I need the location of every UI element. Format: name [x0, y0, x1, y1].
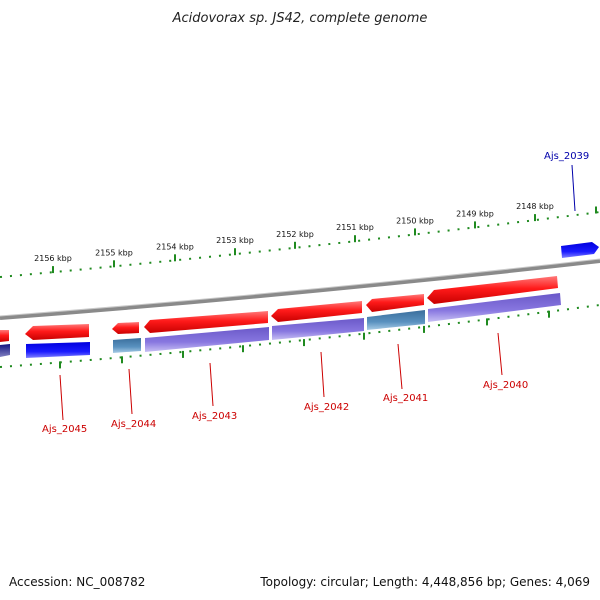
- leader-ajs-2040: [497, 332, 503, 376]
- map-title: Acidovorax sp. JS42, complete genome: [172, 11, 428, 26]
- scale-tick-label: 2153 kbp: [216, 236, 254, 245]
- gene-label-ajs-2041[interactable]: Ajs_2041: [383, 393, 428, 404]
- cds-features: [0, 293, 561, 358]
- leader-ajs-2041: [397, 343, 403, 390]
- scale-tick-label: 2150 kbp: [396, 216, 434, 225]
- cds-ajs-2045[interactable]: [26, 342, 90, 358]
- gene-label-ajs-2042[interactable]: Ajs_2042: [304, 402, 349, 413]
- scale-tick-label: 2156 kbp: [34, 254, 72, 263]
- scale-tick-label: 2155 kbp: [95, 248, 133, 257]
- leader-ajs-2042: [320, 351, 325, 398]
- leader-ajs-2044: [128, 368, 133, 415]
- forward-genes: [0, 276, 558, 342]
- gene-label-ajs-2044[interactable]: Ajs_2044: [111, 419, 156, 430]
- upper-scale-line: [0, 211, 600, 278]
- gene-labels: Ajs_2039 Ajs_2040 Ajs_2041 Ajs_2042 Ajs_…: [42, 151, 589, 435]
- scale-tick-label: 2151 kbp: [336, 223, 374, 232]
- gene-arrow-ajs-2042[interactable]: [271, 301, 362, 322]
- leader-ajs-2045: [59, 374, 64, 421]
- lower-scale: [0, 304, 600, 369]
- gene-label-ajs-2045[interactable]: Ajs_2045: [42, 424, 87, 435]
- scale-tick-label: 2152 kbp: [276, 230, 314, 239]
- gene-arrow-ajs-2044[interactable]: [112, 322, 139, 334]
- scale-tick-label: 2149 kbp: [456, 209, 494, 218]
- gene-arrow-ajs-2040[interactable]: [427, 276, 558, 304]
- cds-ajs-2041[interactable]: [367, 310, 425, 330]
- gene-ajs-2039[interactable]: [561, 242, 599, 258]
- leader-ajs-2039: [571, 164, 576, 212]
- gene-arrow-ajs-2041[interactable]: [366, 294, 424, 312]
- cds-ajs-2042[interactable]: [272, 318, 364, 340]
- cds-ajs-2040[interactable]: [428, 293, 561, 322]
- gene-label-ajs-2039[interactable]: Ajs_2039: [544, 151, 589, 162]
- gene-arrow-ajs-2039[interactable]: [561, 242, 599, 258]
- gene-label-ajs-2040[interactable]: Ajs_2040: [483, 380, 528, 391]
- cds-partial-left[interactable]: [0, 344, 10, 357]
- gene-arrow-ajs-2043[interactable]: [144, 311, 268, 333]
- genome-backbone-highlight: [0, 258, 600, 317]
- accession-text: Accession: NC_008782: [9, 575, 145, 589]
- gene-arrow-ajs-2045[interactable]: [25, 324, 89, 340]
- lower-scale-line: [0, 304, 600, 368]
- gene-label-ajs-2043[interactable]: Ajs_2043: [192, 411, 237, 422]
- upper-scale: 2156 kbp 2155 kbp 2154 kbp 2153 kbp 2152 kbp…: [0, 202, 600, 278]
- leader-lines: [59, 164, 576, 421]
- leader-ajs-2043: [209, 362, 214, 407]
- scale-tick-label: 2154 kbp: [156, 242, 194, 251]
- cds-ajs-2044[interactable]: [113, 338, 141, 353]
- cds-ajs-2043[interactable]: [145, 327, 269, 352]
- scale-tick-label: 2148 kbp: [516, 202, 554, 211]
- gene-arrow-partial-left[interactable]: [0, 330, 9, 342]
- genome-summary-text: Topology: circular; Length: 4,448,856 bp…: [259, 575, 590, 589]
- genome-backbone: [0, 259, 600, 320]
